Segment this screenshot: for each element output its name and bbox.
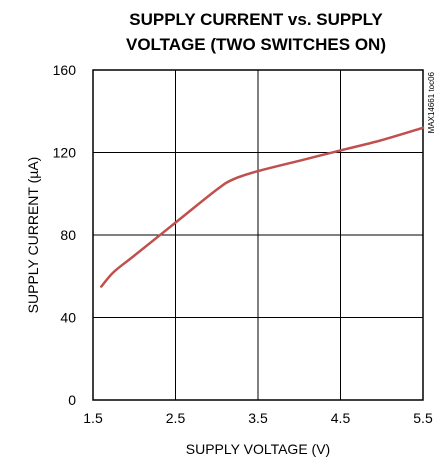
y-tick-label: 80 [60,227,76,243]
y-tick-label: 160 [53,62,77,78]
y-tick-label: 40 [60,310,76,326]
series-line [100,126,425,288]
chart-title-line-2: VOLTAGE (TWO SWITCHES ON) [126,35,386,54]
plot-frame [92,69,424,401]
x-tick-label: 5.5 [413,410,433,426]
x-tick-label: 2.5 [166,410,186,426]
y-tick-label: 0 [68,392,76,408]
figure-annotation: MAX14661 toc06 [427,71,436,133]
y-tick-label: 120 [53,145,77,161]
y-axis-label: SUPPLY CURRENT (µA) [25,157,41,314]
chart-title-line-1: SUPPLY CURRENT vs. SUPPLY [129,10,383,29]
x-axis-label: SUPPLY VOLTAGE (V) [186,441,330,457]
tick-labels: 1.5 2.5 3.5 4.5 5.5 0 40 80 120 160 [53,62,433,426]
series-layer [100,126,425,288]
x-tick-label: 1.5 [83,410,103,426]
x-tick-label: 3.5 [248,410,268,426]
grid [93,70,423,400]
x-tick-label: 4.5 [331,410,351,426]
